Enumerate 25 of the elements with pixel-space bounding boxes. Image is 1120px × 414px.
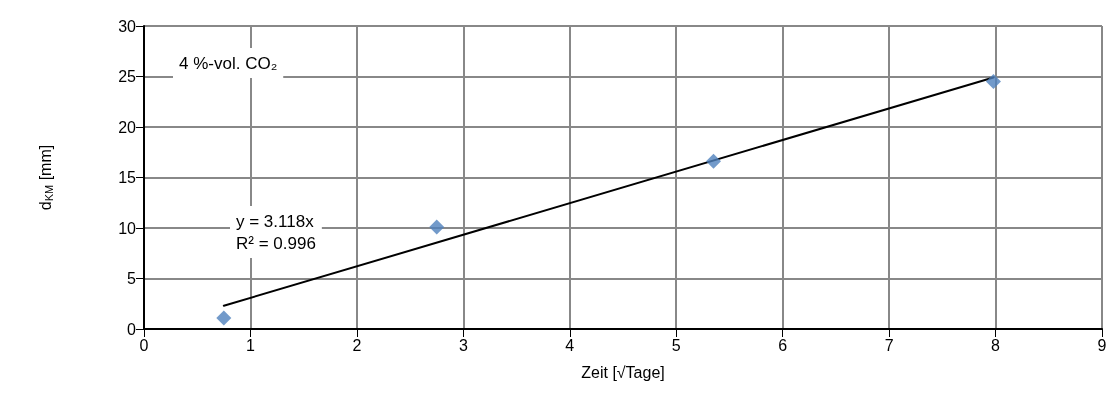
annotation: 4 %-vol. CO₂ [179,53,278,73]
y-tick-label: 30 [118,17,137,35]
point [705,153,721,169]
x-tick-label: 9 [1097,336,1107,354]
y-tick-label: 0 [127,320,137,338]
y-tick-label: 10 [118,219,137,237]
x-tick-label: 1 [245,336,255,354]
y-tick-label: 25 [118,68,137,85]
x-tick-label: 5 [671,336,681,354]
y-axis-title: dKM [mm] [37,144,55,211]
annotation: y = 3.118x R² = 0.996 [236,211,316,253]
y-tick-label: 15 [118,169,137,186]
point [985,74,1001,90]
x-tick-label: 0 [139,336,149,354]
point [216,310,232,326]
x-tick-label: 8 [991,336,1001,354]
x-tick-label: 4 [565,336,575,354]
point [429,219,445,235]
y-tick-label: 5 [127,270,137,287]
x-tick-label: 7 [884,336,894,354]
x-tick-label: 3 [458,336,468,354]
x-axis-title: Zeit [√Tage] [581,363,665,381]
x-tick-label: 6 [778,336,788,354]
y-tick-label: 20 [118,118,137,136]
x-tick-label: 2 [352,336,362,354]
